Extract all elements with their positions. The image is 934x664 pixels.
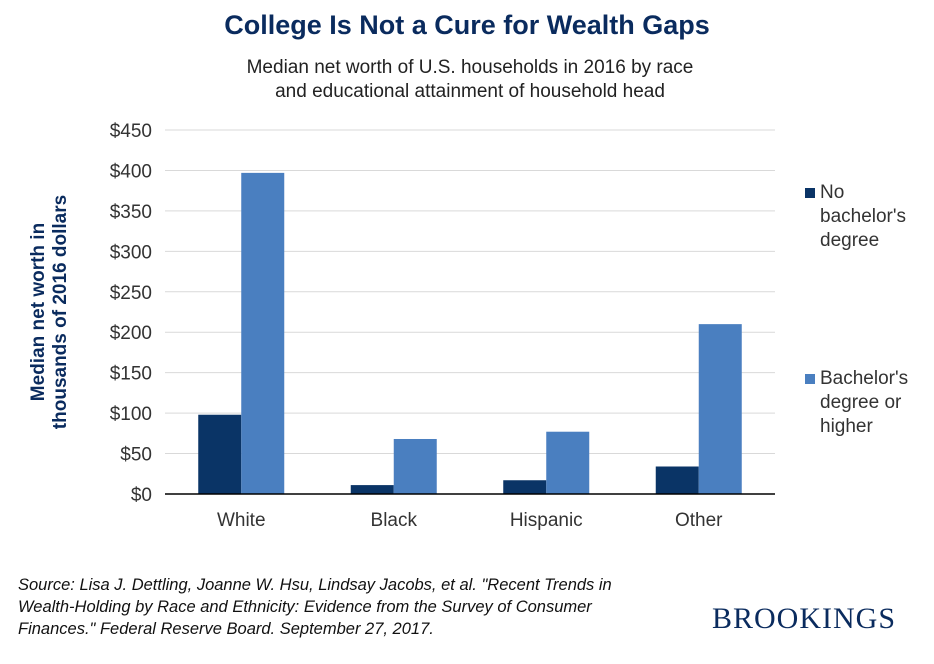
y-tick-label: $0 bbox=[131, 485, 152, 506]
x-tick-label: White bbox=[217, 510, 266, 531]
y-tick-label: $150 bbox=[110, 364, 152, 385]
legend-label: higher bbox=[820, 416, 873, 437]
y-tick-label: $50 bbox=[120, 445, 152, 466]
y-tick-label: $350 bbox=[110, 202, 152, 223]
bar bbox=[655, 466, 699, 494]
x-tick-label: Hispanic bbox=[510, 510, 583, 531]
legend-label: degree bbox=[820, 230, 879, 251]
bar bbox=[198, 414, 242, 494]
legend-swatch bbox=[805, 188, 815, 198]
x-tick-label: Black bbox=[371, 510, 418, 531]
legend-label: No bbox=[820, 182, 844, 203]
bar bbox=[503, 480, 547, 494]
y-tick-label: $100 bbox=[110, 404, 152, 425]
bar bbox=[546, 431, 590, 494]
bar bbox=[350, 485, 394, 494]
legend-label: degree or bbox=[820, 392, 902, 413]
chart-subtitle: Median net worth of U.S. households in 2… bbox=[200, 56, 740, 104]
legend-label: Bachelor's bbox=[820, 368, 908, 389]
source-line-3: Finances." Federal Reserve Board. Septem… bbox=[18, 620, 434, 638]
y-axis-title-line-1: Median net worth in bbox=[28, 223, 49, 401]
legend-swatch bbox=[805, 374, 815, 384]
bar bbox=[241, 172, 285, 495]
subtitle-line-2: and educational attainment of household … bbox=[275, 81, 665, 102]
source-line-2: Wealth-Holding by Race and Ethnicity: Ev… bbox=[18, 598, 592, 616]
y-axis-title-line-2: thousands of 2016 dollars bbox=[50, 195, 71, 429]
y-tick-label: $300 bbox=[110, 242, 152, 263]
source-note: Source: Lisa J. Dettling, Joanne W. Hsu,… bbox=[18, 574, 738, 640]
bar bbox=[393, 438, 437, 494]
x-tick-label: Other bbox=[675, 510, 723, 531]
chart-title: College Is Not a Cure for Wealth Gaps bbox=[224, 10, 710, 40]
y-tick-label: $250 bbox=[110, 283, 152, 304]
source-line-1: Source: Lisa J. Dettling, Joanne W. Hsu,… bbox=[18, 576, 612, 594]
y-tick-label: $400 bbox=[110, 161, 152, 182]
y-tick-label: $200 bbox=[110, 323, 152, 344]
brookings-logo: BROOKINGS bbox=[712, 602, 897, 635]
y-tick-label: $450 bbox=[110, 121, 152, 142]
legend-label: bachelor's bbox=[820, 206, 906, 227]
bar bbox=[698, 324, 742, 494]
subtitle-line-1: Median net worth of U.S. households in 2… bbox=[246, 57, 694, 78]
